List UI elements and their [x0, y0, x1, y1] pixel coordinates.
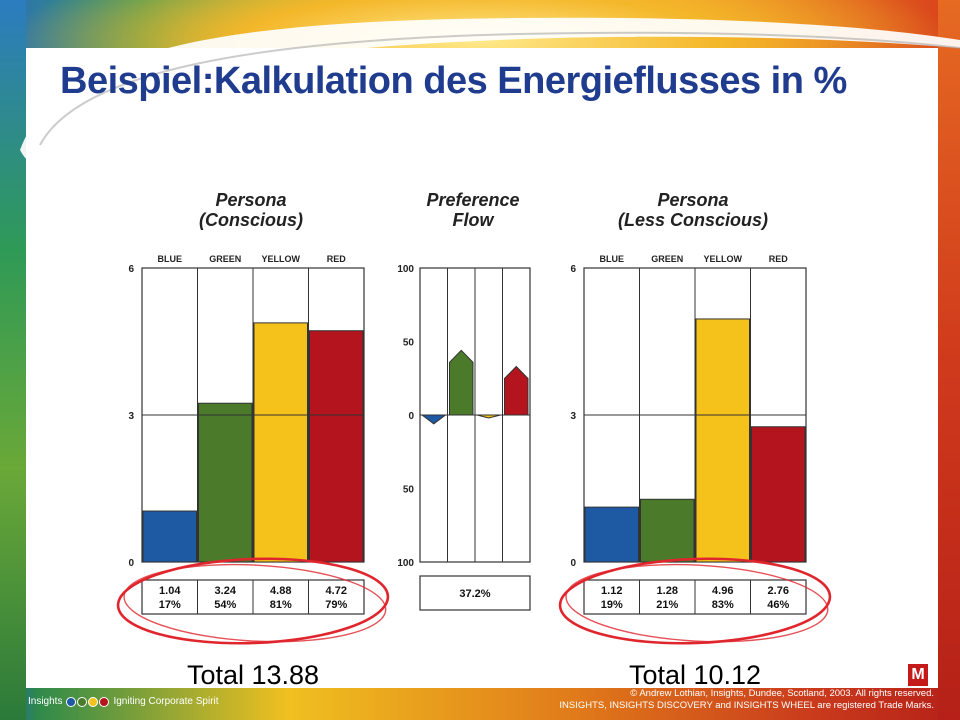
insights-dots-icon: [66, 696, 110, 707]
conscious-bar-green: [198, 402, 253, 563]
preference-flow-ytick-label: 100: [397, 558, 414, 569]
less-conscious-bar-blue: [584, 506, 639, 563]
conscious-ytick-label: 3: [128, 411, 134, 422]
conscious-value-label: 4.88: [270, 585, 291, 597]
footer: Insights Igniting Corporate Spirit © And…: [0, 688, 960, 720]
conscious-value-label: 4.72: [326, 585, 347, 597]
less-conscious-percent-label: 19%: [601, 599, 623, 611]
conscious-bar-red: [309, 330, 364, 563]
less-conscious-title-line-2: (Less Conscious): [618, 210, 768, 230]
copyright-line-1: © Andrew Lothian, Insights, Dundee, Scot…: [630, 688, 934, 699]
less-conscious-ytick-label: 6: [570, 264, 576, 275]
less-conscious-bar-green: [640, 498, 695, 563]
less-conscious-percent-label: 21%: [656, 599, 678, 611]
less-conscious-total-label: Total 10.12: [629, 660, 761, 690]
less-conscious-value-label: 1.12: [601, 585, 622, 597]
conscious-title-line-2: (Conscious): [199, 210, 303, 230]
less-conscious-bar-yellow: [695, 318, 750, 563]
preference-flow-summary-label: 37.2%: [459, 588, 490, 600]
less-conscious-category-label: RED: [769, 254, 789, 264]
copyright-line-2: INSIGHTS, INSIGHTS DISCOVERY and INSIGHT…: [559, 700, 934, 711]
decorative-swoosh: [20, 17, 960, 180]
conscious-ytick-label: 0: [128, 558, 134, 569]
preference-flow-ytick-label: 50: [403, 485, 415, 496]
less-conscious-percent-label: 46%: [767, 599, 789, 611]
conscious-bar-yellow: [253, 322, 308, 563]
less-conscious-category-label: GREEN: [651, 254, 683, 264]
preference-flow-summary-box: [419, 575, 531, 611]
less-conscious-bar-red: [751, 426, 806, 563]
conscious-ytick-label: 6: [128, 264, 134, 275]
conscious-value-label: 1.04: [159, 585, 181, 597]
conscious-category-label: YELLOW: [262, 254, 301, 264]
preference-flow-ytick-label: 0: [408, 411, 414, 422]
footer-brand: Insights: [28, 696, 63, 707]
footer-tagline: Igniting Corporate Spirit: [113, 696, 219, 707]
preference-flow-flow-mark-green: [449, 349, 474, 416]
less-conscious-ytick-label: 3: [570, 411, 576, 422]
conscious-percent-label: 54%: [214, 599, 236, 611]
less-conscious-ytick-label: 0: [570, 558, 576, 569]
conscious-percent-label: 79%: [325, 599, 347, 611]
conscious-value-label: 3.24: [215, 585, 237, 597]
preference-flow-flow-mark-red: [504, 365, 529, 416]
conscious-percent-label: 81%: [270, 599, 292, 611]
conscious-category-label: RED: [327, 254, 347, 264]
less-conscious-highlight-circle: [558, 557, 832, 645]
preference-flow-title-line-1: Preference: [426, 190, 519, 210]
less-conscious-value-label: 2.76: [768, 585, 789, 597]
less-conscious-category-label: YELLOW: [704, 254, 743, 264]
preference-flow-flow-mark-yellow: [476, 414, 501, 419]
less-conscious-value-label: 4.96: [712, 585, 733, 597]
less-conscious-value-label: 1.28: [657, 585, 678, 597]
conscious-highlight-circle: [116, 557, 390, 645]
less-conscious-percent-label: 83%: [712, 599, 734, 611]
preference-flow-title-line-2: Flow: [453, 210, 495, 230]
conscious-category-label: GREEN: [209, 254, 241, 264]
conscious-category-label: BLUE: [158, 254, 183, 264]
slide-right-border: [938, 0, 960, 720]
conscious-total-label: Total 13.88: [187, 660, 319, 690]
footer-copyright: © Andrew Lothian, Insights, Dundee, Scot…: [559, 688, 934, 712]
preference-flow-ytick-label: 50: [403, 338, 415, 349]
preference-flow-ytick-label: 100: [397, 264, 414, 275]
slide-left-border: [0, 0, 26, 720]
less-conscious-highlight-circle-stroke: [565, 563, 829, 643]
conscious-percent-label: 17%: [159, 599, 181, 611]
brand-logo-icon: M: [908, 664, 928, 686]
conscious-title-line-1: Persona: [215, 190, 286, 210]
preference-flow-flow-mark-blue: [420, 414, 447, 425]
less-conscious-title-line-1: Persona: [657, 190, 728, 210]
conscious-bar-blue: [142, 510, 197, 563]
less-conscious-category-label: BLUE: [600, 254, 625, 264]
slide-title: Beispiel:Kalkulation des Energieflusses …: [60, 60, 847, 102]
footer-branding: Insights Igniting Corporate Spirit: [28, 696, 219, 707]
conscious-highlight-circle-stroke: [123, 563, 387, 643]
